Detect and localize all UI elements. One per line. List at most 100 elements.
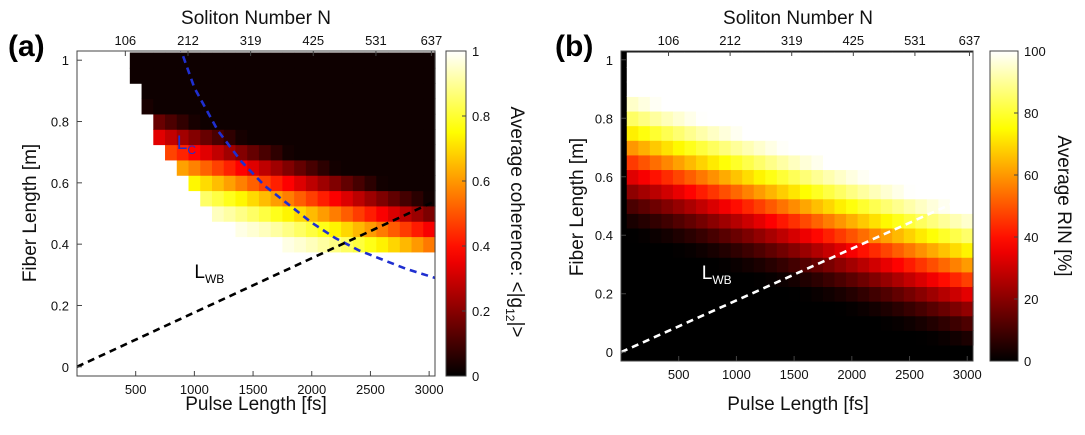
heatmap-cell — [223, 190, 237, 207]
heatmap-cell — [188, 113, 201, 130]
heatmap-cell — [317, 175, 330, 192]
heatmap-cell — [235, 144, 248, 161]
heatmap-cell — [730, 257, 743, 273]
heatmap-cell — [811, 140, 824, 156]
heatmap-cell — [294, 205, 307, 222]
heatmap-cell — [672, 125, 686, 141]
heatmap-cell — [811, 301, 824, 317]
heatmap-cell — [638, 286, 651, 302]
heatmap-cell — [799, 140, 813, 156]
heatmap-cell — [822, 184, 836, 200]
heatmap-cell — [165, 67, 178, 84]
heatmap-cell — [388, 190, 401, 207]
heatmap-cell — [765, 169, 778, 185]
colorbar-tick-label: 0.2 — [472, 304, 490, 319]
heatmap-cell — [949, 125, 963, 141]
heatmap-cell — [949, 242, 963, 258]
heatmap-cell — [869, 169, 882, 185]
heatmap-cell — [869, 81, 882, 97]
heatmap-cell — [822, 213, 836, 229]
heatmap-cell — [638, 315, 651, 331]
heatmap-cell — [938, 227, 951, 244]
heatmap-cell — [294, 190, 307, 207]
heatmap-cell — [846, 67, 859, 83]
heatmap-cell — [926, 271, 939, 288]
heatmap-cell — [961, 125, 974, 141]
x-tick-label: 2500 — [356, 382, 385, 397]
heatmap-cell — [938, 96, 951, 112]
heatmap-cell — [329, 205, 342, 222]
heatmap-cell — [176, 159, 190, 176]
heatmap-cell — [352, 83, 366, 100]
heatmap-cell — [753, 227, 766, 244]
panel-a-heatmap-cells — [129, 52, 436, 253]
heatmap-cell — [165, 144, 178, 161]
heatmap-cell — [730, 286, 743, 302]
heatmap-cell — [753, 257, 766, 273]
heatmap-cell — [788, 198, 801, 214]
heatmap-cell — [294, 159, 307, 176]
heatmap-cell — [857, 96, 870, 112]
heatmap-cell — [869, 110, 882, 127]
colorbar-tick-label: 100 — [1024, 44, 1046, 59]
heatmap-cell — [649, 154, 662, 171]
heatmap-cell — [411, 236, 424, 253]
heatmap-cell — [258, 129, 272, 146]
heatmap-cell — [776, 198, 789, 214]
heatmap-cell — [926, 286, 939, 302]
heatmap-cell — [423, 221, 436, 238]
heatmap-cell — [834, 257, 847, 273]
heatmap-cell — [857, 242, 870, 258]
heatmap-cell — [834, 330, 847, 346]
heatmap-cell — [672, 140, 686, 156]
heatmap-cell — [776, 52, 789, 68]
heatmap-cell — [247, 144, 260, 161]
heatmap-cell — [684, 213, 697, 229]
heatmap-cell — [638, 52, 651, 68]
heatmap-cell — [211, 190, 225, 207]
heatmap-cell — [846, 330, 859, 346]
heatmap-cell — [376, 83, 389, 100]
heatmap-cell — [364, 205, 377, 222]
heatmap-cell — [399, 190, 413, 207]
heatmap-cell — [329, 52, 342, 69]
panel-b-annotations: LWB — [702, 263, 732, 287]
heatmap-cell — [834, 110, 847, 127]
heatmap-cell — [282, 221, 295, 238]
heatmap-cell — [892, 169, 905, 185]
heatmap-cell — [811, 154, 824, 171]
heatmap-cell — [949, 315, 963, 331]
heatmap-cell — [317, 113, 330, 130]
heatmap-cell — [926, 257, 939, 273]
heatmap-cell — [926, 301, 939, 317]
heatmap-cell — [776, 330, 789, 346]
heatmap-cell — [742, 242, 755, 258]
heatmap-cell — [626, 271, 639, 288]
heatmap-cell — [153, 98, 166, 115]
heatmap-cell — [411, 113, 424, 130]
heatmap-cell — [649, 198, 662, 214]
heatmap-cell — [926, 154, 939, 171]
heatmap-cell — [857, 125, 870, 141]
heatmap-cell — [926, 52, 939, 68]
heatmap-cell — [364, 144, 377, 161]
heatmap-cell — [938, 67, 951, 83]
heatmap-cell — [329, 144, 342, 161]
heatmap-cell — [696, 140, 709, 156]
heatmap-cell — [638, 257, 651, 273]
heatmap-cell — [776, 184, 789, 200]
heatmap-cell — [938, 125, 951, 141]
heatmap-cell — [869, 125, 882, 141]
heatmap-cell — [411, 221, 424, 238]
heatmap-cell — [938, 52, 951, 68]
heatmap-cell — [399, 83, 413, 100]
heatmap-cell — [684, 330, 697, 346]
heatmap-cell — [811, 110, 824, 127]
heatmap-cell — [258, 144, 272, 161]
heatmap-cell — [915, 125, 928, 141]
heatmap-cell — [776, 257, 789, 273]
heatmap-cell — [949, 96, 963, 112]
heatmap-cell — [388, 129, 401, 146]
heatmap-cell — [626, 301, 639, 317]
heatmap-cell — [903, 81, 916, 97]
